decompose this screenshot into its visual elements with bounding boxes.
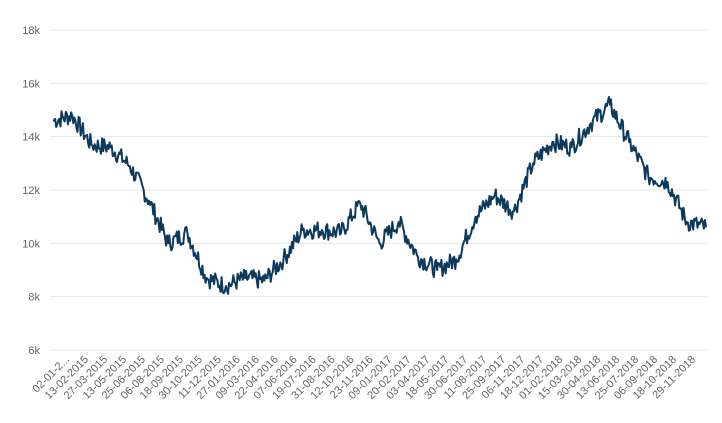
x-axis-ticks: 02-01-2...13-02-201527-03-201513-05-2015… <box>30 354 698 402</box>
y-tick-label: 18k <box>22 25 40 37</box>
series-line <box>52 96 707 295</box>
y-tick-label: 8k <box>28 292 40 304</box>
y-tick-label: 6k <box>28 345 40 357</box>
y-tick-label: 14k <box>22 132 40 144</box>
y-tick-label: 16k <box>22 78 40 90</box>
y-tick-label: 12k <box>22 185 40 197</box>
grid-lines <box>50 29 708 351</box>
y-axis-ticks: 6k 8k 10k 12k 14k 16k 18k <box>22 25 40 357</box>
y-tick-label: 10k <box>22 238 40 250</box>
series-layer <box>52 96 707 295</box>
